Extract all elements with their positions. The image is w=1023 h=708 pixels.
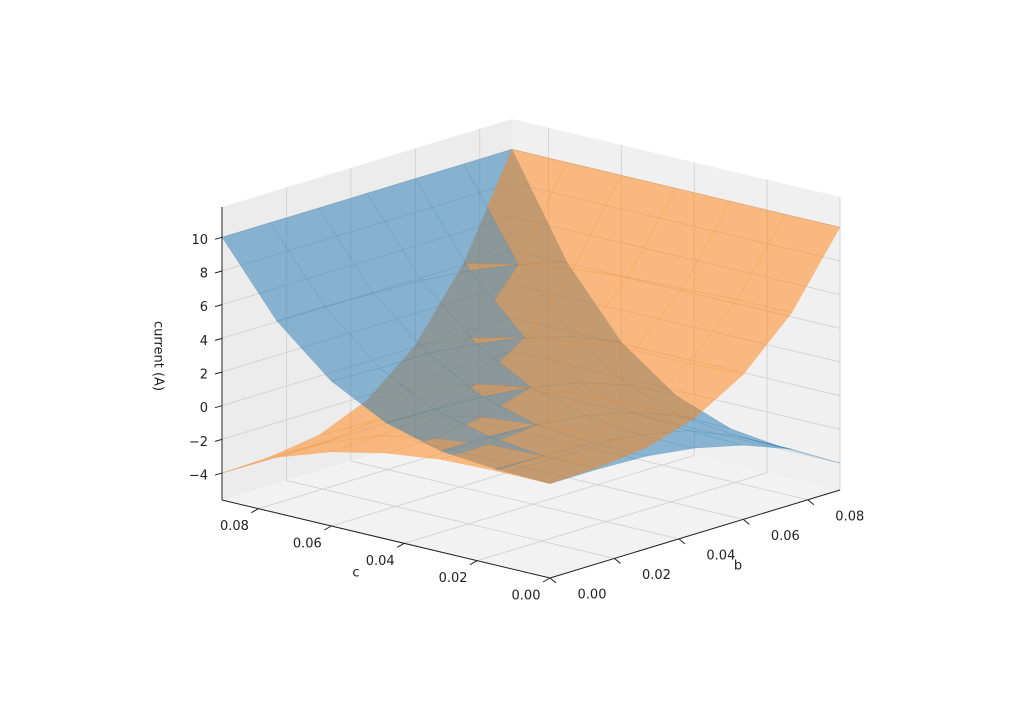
axes: 0.00 0.02 0.04 0.06 0.08 0.00 0.02 0.04 0.06 0.08… [189, 207, 864, 604]
y-tick [542, 577, 551, 583]
x-axis-label: b [734, 559, 742, 574]
grid-line [286, 480, 615, 559]
surfaces [221, 148, 841, 484]
x-tick-label: 0.02 [642, 568, 671, 583]
surface-patch [585, 349, 690, 407]
surface-patch [385, 409, 490, 452]
z-tick [214, 405, 223, 409]
surface-patch [221, 222, 326, 322]
y-tick-label: 0.04 [366, 554, 395, 569]
surface-patch [627, 188, 732, 289]
surface-patch [276, 435, 380, 458]
z-tick [214, 337, 223, 341]
x-tick [614, 558, 621, 564]
surface-patch [524, 268, 629, 343]
surface-patch [688, 430, 792, 450]
grid-line [404, 454, 695, 544]
z-tick-label: 2 [200, 368, 208, 383]
z-tick [214, 371, 223, 375]
surface-patch [331, 435, 435, 454]
z-tick-label: 0 [200, 401, 208, 416]
y-tick-label: 0.06 [293, 537, 322, 552]
z-tick [214, 236, 223, 240]
surface-patch [221, 442, 326, 474]
y-tick [469, 560, 478, 566]
y-axis-line [221, 499, 551, 579]
z-tick-label: 10 [191, 233, 208, 248]
y-tick-label: 0.02 [439, 571, 468, 586]
x-axis-line [549, 489, 841, 579]
y-tick [251, 508, 259, 514]
surface-patch [542, 434, 648, 468]
grid-line [476, 472, 768, 562]
z-axis-label: current (A) [151, 321, 166, 391]
y-tick-label: 0.00 [512, 589, 541, 604]
z-tick [214, 304, 223, 308]
surface-patch [688, 299, 793, 375]
z-tick-label: 4 [200, 334, 208, 349]
x-tick [549, 577, 557, 584]
y-tick [324, 525, 332, 531]
y-tick-label: 0.08 [220, 519, 249, 534]
x-tick [743, 518, 750, 525]
x-tick-label: 0.08 [835, 509, 864, 524]
grid-line [350, 460, 679, 540]
x-tick-label: 0.06 [771, 529, 800, 544]
x-tick [678, 538, 686, 545]
z-tick-label: 8 [200, 266, 208, 281]
z-tick [214, 270, 223, 274]
z-tick [214, 472, 223, 476]
surface-patch [494, 455, 600, 484]
z-tick-label: −4 [189, 469, 208, 484]
x-tick-label: 0.04 [706, 548, 735, 563]
y-tick [396, 542, 405, 548]
z-tick-label: −2 [189, 435, 208, 450]
x-tick-label: 0.00 [578, 588, 607, 603]
y-axis-label: c [352, 566, 359, 581]
z-tick [214, 438, 223, 442]
z-tick-label: 6 [200, 300, 208, 315]
x-tick [807, 499, 815, 506]
